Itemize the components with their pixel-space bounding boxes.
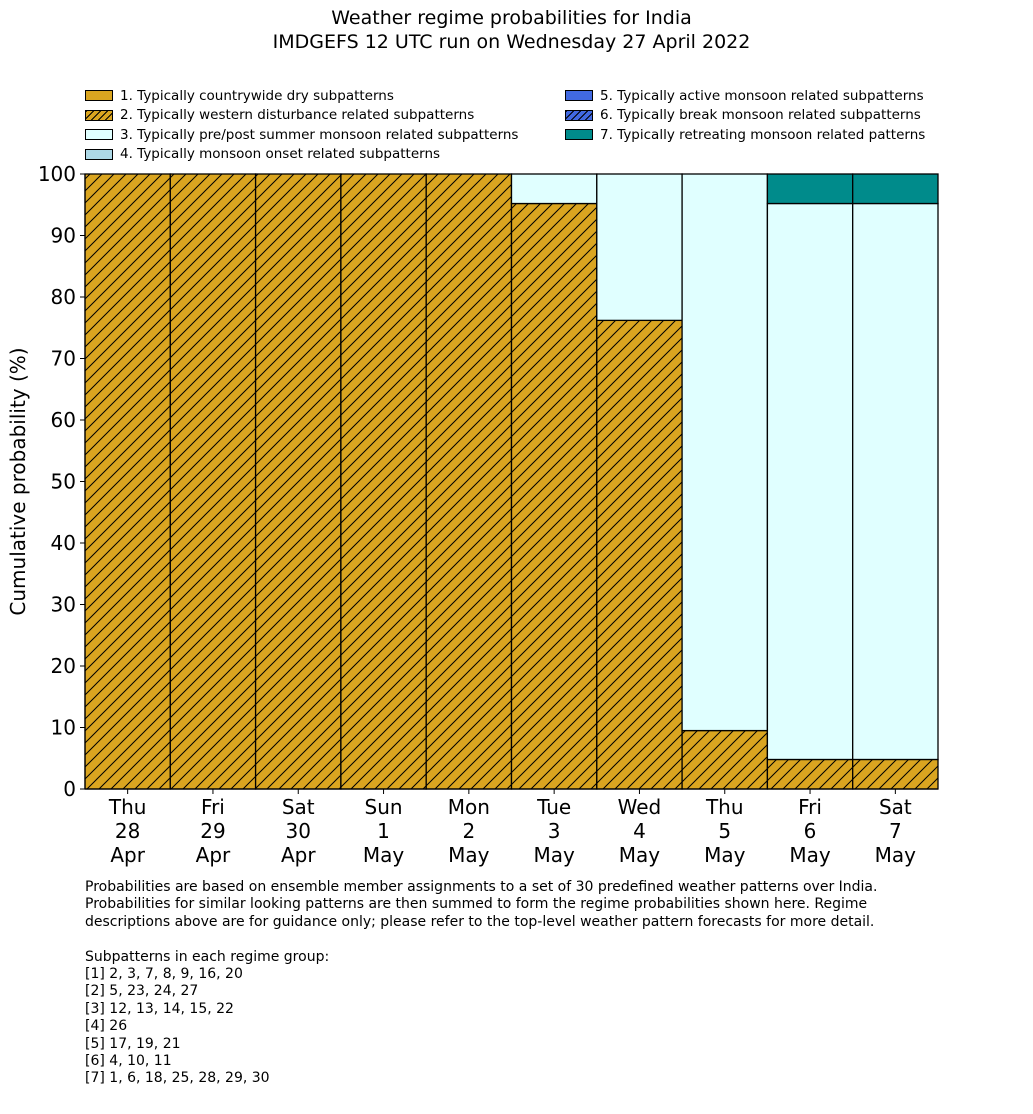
legend-item: 3. Typically pre/post summer monsoon rel… [85,125,518,144]
footer-note-line: Probabilities are based on ensemble memb… [85,879,878,895]
regime-group-line: [7] 1, 6, 18, 25, 28, 29, 30 [85,1070,270,1087]
y-tick-label: 30 [51,593,76,617]
bar-segment [596,319,683,790]
bar-segment [340,173,427,790]
bar-segment [84,173,171,790]
x-tick-label: 30 [286,819,311,843]
legend-label: 2. Typically western disturbance related… [120,107,475,123]
bar-segment [169,173,257,790]
legend-swatch [565,109,593,121]
y-tick-label: 100 [38,162,76,186]
x-tick-label: Apr [110,843,145,867]
x-tick-label: May [448,843,490,867]
legend-label: 5. Typically active monsoon related subp… [600,87,924,104]
title-line-1: Weather regime probabilities for India [331,7,692,29]
x-tick-label: May [704,843,746,867]
x-tick-label: May [789,843,831,867]
legend-swatch [565,90,593,101]
y-tick-label: 80 [51,285,76,309]
x-tick-label: 3 [548,819,561,843]
x-tick-label: 6 [804,819,817,843]
regime-group-line: [2] 5, 23, 24, 27 [85,983,199,1000]
x-tick-label: Tue [536,795,571,819]
legend-swatch [85,148,113,160]
bar-segment [681,729,769,790]
y-tick-label: 40 [51,531,76,555]
x-tick-label: Apr [281,843,316,867]
bar-segment [852,173,939,205]
x-tick-label: 7 [889,819,902,843]
x-tick-label: Fri [201,795,225,819]
regime-group-line: [5] 17, 19, 21 [85,1035,181,1052]
regime-group-line: [3] 12, 13, 14, 15, 22 [85,1000,234,1017]
regime-group-line: [1] 2, 3, 7, 8, 9, 16, 20 [85,966,243,983]
regime-groups-list: [1] 2, 3, 7, 8, 9, 16, 20 [2] 5, 23, 24, … [85,966,985,1088]
legend-swatch [565,129,593,140]
bar-segment [681,173,769,732]
bar-segment [510,202,598,790]
regime-group-line: [4] 26 [85,1018,128,1035]
y-tick-label: 20 [51,654,76,678]
bar-segment [766,173,854,205]
y-tick-label: 90 [51,224,76,248]
y-tick-label: 10 [51,716,76,740]
bar-segment [596,173,683,322]
x-tick-label: Sat [282,795,315,819]
x-tick-label: Sun [365,795,403,819]
y-tick-label: 0 [63,777,76,801]
x-tick-label: Fri [798,795,822,819]
legend-swatch [85,109,113,121]
bar-segment [852,758,939,790]
legend-label: 7. Typically retreating monsoon related … [600,126,926,143]
legend-item: 1. Typically countrywide dry subpatterns [85,86,394,105]
footer-notes: Probabilities are based on ensemble memb… [85,879,985,1088]
legend-label: 3. Typically pre/post summer monsoon rel… [120,126,519,143]
bar-segment [766,758,854,790]
x-tick-label: Apr [196,843,231,867]
legend-swatch [85,129,113,140]
x-tick-label: Thu [705,795,744,819]
x-tick-label: 4 [633,819,646,843]
y-tick-label: 70 [51,347,76,371]
x-tick-label: Mon [448,795,490,819]
legend-item: 6. Typically break monsoon related subpa… [565,106,921,125]
x-tick-label: Thu [108,795,147,819]
x-tick-label: 1 [377,819,390,843]
y-tick-label: 60 [51,408,76,432]
bar-segment [852,202,939,761]
legend-swatch [85,90,113,101]
chart-title: Weather regime probabilities for India I… [0,6,1023,54]
x-tick-label: Wed [618,795,662,819]
x-tick-label: 29 [200,819,225,843]
legend-item: 2. Typically western disturbance related… [85,106,474,125]
legend-item: 5. Typically active monsoon related subp… [565,86,924,105]
legend-label: 1. Typically countrywide dry subpatterns [120,87,394,104]
x-tick-label: May [533,843,575,867]
regime-group-line: [6] 4, 10, 11 [85,1053,172,1070]
x-tick-label: 5 [718,819,731,843]
groups-heading: Subpatterns in each regime group: [85,948,330,965]
x-tick-label: Sat [879,795,912,819]
footer-description: Probabilities are based on ensemble memb… [85,879,985,931]
bar-segment [254,173,342,790]
x-tick-label: May [363,843,405,867]
stacked-bar-chart: 0102030405060708090100Thu28AprFri29AprSa… [6,162,939,867]
bar-segment [766,202,854,761]
y-tick-label: 50 [51,470,76,494]
legend-item: 4. Typically monsoon onset related subpa… [85,145,440,164]
legend-item: 7. Typically retreating monsoon related … [565,125,925,144]
bar-segment [425,173,513,790]
bar-segment [510,173,598,205]
footer-note-line: descriptions above are for guidance only… [85,913,875,930]
x-tick-label: 28 [115,819,140,843]
footer-note-line: Probabilities for similar looking patter… [85,896,868,913]
x-tick-label: 2 [462,819,475,843]
legend-label: 4. Typically monsoon onset related subpa… [120,146,441,162]
legend-label: 6. Typically break monsoon related subpa… [600,107,921,123]
x-tick-label: May [619,843,661,867]
x-tick-label: May [875,843,917,867]
y-axis-label: Cumulative probability (%) [6,347,30,615]
title-line-2: IMDGEFS 12 UTC run on Wednesday 27 April… [272,31,751,53]
